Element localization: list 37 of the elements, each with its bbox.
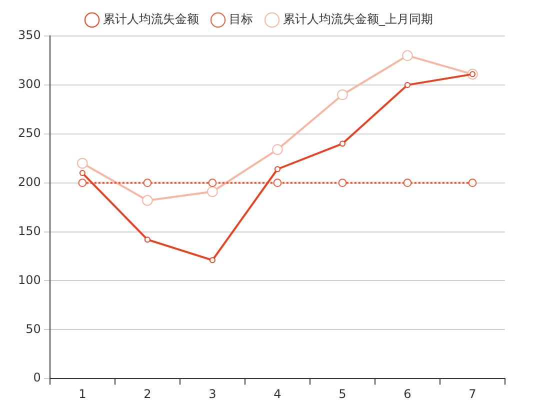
point: [207, 186, 218, 198]
point: [404, 82, 410, 88]
y-tick-label: 0: [33, 370, 41, 385]
point: [338, 178, 347, 188]
y-tick-label: 200: [18, 174, 41, 189]
y-tick-label: 50: [26, 322, 41, 336]
y-tick-label: 250: [18, 126, 41, 140]
point: [78, 178, 87, 188]
y-tick-label: 100: [18, 272, 41, 287]
y-tick-label: 350: [18, 28, 41, 42]
legend-label: 累计人均流失金额: [103, 12, 199, 26]
point: [142, 195, 153, 206]
point: [273, 178, 282, 188]
point: [143, 178, 152, 188]
point: [272, 144, 283, 155]
x-tick-label: 2: [144, 386, 152, 401]
x-tick-label: 5: [338, 386, 346, 401]
point: [209, 257, 216, 264]
y-tick-label: 300: [18, 77, 41, 92]
point: [274, 166, 280, 172]
point: [144, 236, 150, 243]
legend-label: 目标: [229, 12, 253, 26]
point: [208, 178, 217, 188]
x-tick-label: 3: [208, 386, 216, 401]
point: [402, 50, 413, 61]
point: [403, 178, 412, 188]
y-tick-label: 150: [18, 224, 41, 238]
x-tick-label: 4: [274, 386, 282, 401]
x-tick-label: 1: [78, 386, 86, 401]
legend-label: 累计人均流失金额_上月同期: [283, 12, 433, 26]
x-tick-label: 6: [404, 386, 412, 401]
point: [77, 158, 88, 169]
point: [337, 89, 348, 100]
point: [468, 178, 477, 188]
point: [339, 140, 346, 147]
x-tick-label: 7: [468, 386, 476, 401]
point: [79, 170, 86, 176]
